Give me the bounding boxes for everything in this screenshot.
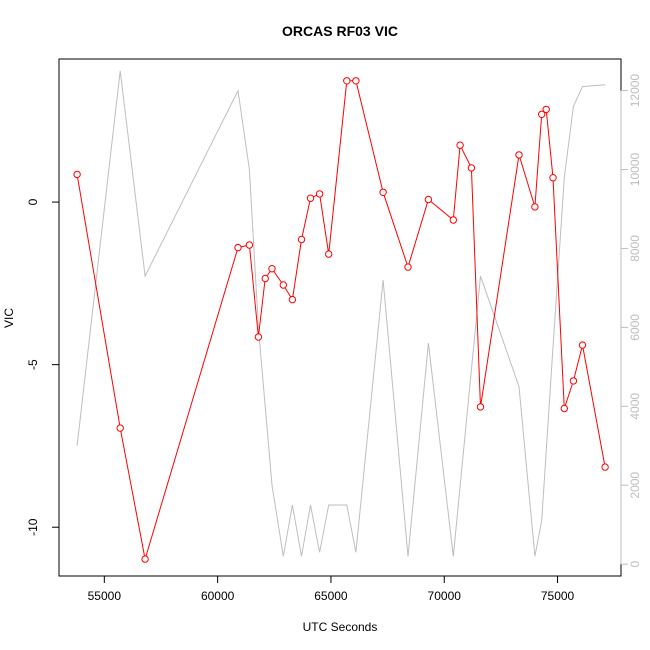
data-point — [578, 341, 587, 349]
y2-tick-label: 2000 — [628, 472, 642, 499]
data-point — [288, 295, 297, 304]
data-point — [560, 404, 568, 413]
data-point — [601, 463, 609, 471]
data-point — [424, 195, 433, 204]
data-point — [315, 190, 324, 198]
x-tick-label: 75000 — [541, 589, 575, 603]
y2-tick-label: 0 — [628, 561, 642, 568]
data-point — [379, 188, 387, 197]
data-point — [245, 241, 254, 249]
y2-tick-label: 8000 — [628, 235, 642, 262]
data-point — [141, 555, 149, 563]
y2-tick-label: 12000 — [628, 74, 642, 108]
data-point — [254, 333, 263, 341]
data-point — [538, 110, 546, 119]
data-point — [306, 194, 315, 202]
data-point — [531, 203, 539, 211]
data-point — [352, 77, 360, 85]
data-point — [325, 250, 333, 258]
x-tick-label: 70000 — [428, 589, 462, 603]
x-axis-label: UTC Seconds — [303, 620, 378, 634]
x-axis: 55000 60000 65000 70000 75000 — [88, 575, 575, 603]
y-axis-label: VIC — [2, 308, 16, 328]
data-point — [449, 216, 457, 224]
data-point — [279, 281, 287, 289]
series-line-primary — [76, 80, 606, 560]
data-point — [261, 274, 269, 283]
data-point — [549, 174, 557, 182]
data-point — [73, 170, 81, 179]
chart-title: ORCAS RF03 VIC — [282, 23, 398, 39]
y-tick-label: -10 — [26, 518, 40, 536]
data-point — [116, 424, 124, 432]
y2-tick-label: 4000 — [628, 393, 642, 420]
data-point — [456, 141, 464, 149]
x-tick-label: 55000 — [88, 589, 122, 603]
series-line-secondary — [76, 70, 606, 557]
data-point — [234, 243, 242, 252]
plot-box — [58, 58, 622, 577]
data-point — [343, 77, 351, 85]
y-axis-right: 0 2000 4000 6000 8000 10000 12000 — [620, 74, 642, 568]
data-point — [297, 235, 306, 244]
data-point — [569, 377, 578, 385]
x-tick-label: 65000 — [314, 589, 348, 603]
data-point — [268, 265, 276, 273]
data-point — [476, 403, 485, 411]
y-tick-label: 0 — [26, 198, 40, 205]
data-point — [467, 164, 476, 172]
y-tick-label: -5 — [26, 359, 40, 370]
y2-tick-label: 10000 — [628, 152, 642, 186]
data-point — [404, 263, 412, 271]
data-point — [515, 151, 523, 159]
y2-tick-label: 6000 — [628, 314, 642, 341]
x-tick-label: 60000 — [201, 589, 235, 603]
data-point — [542, 105, 550, 114]
secondary-series-layer — [76, 70, 606, 557]
y-axis-left: -10 -5 0 — [26, 198, 60, 536]
primary-series-layer — [73, 77, 609, 563]
